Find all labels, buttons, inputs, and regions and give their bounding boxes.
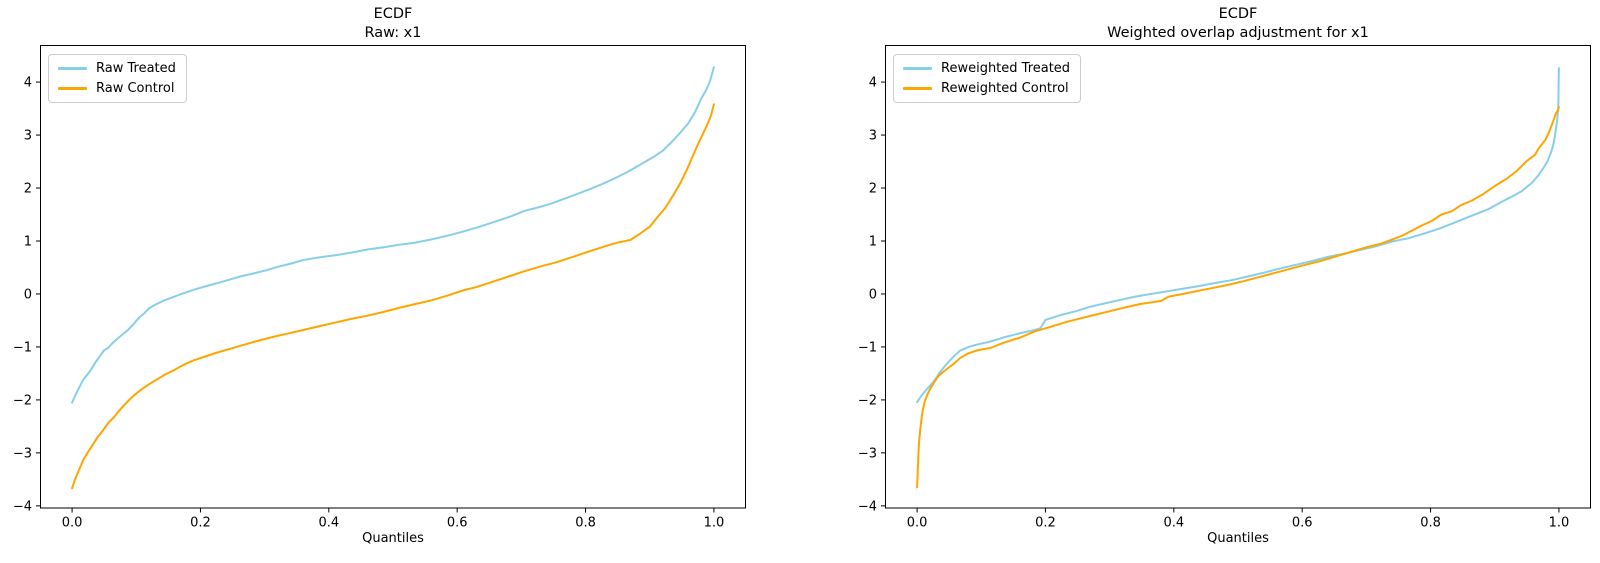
x-tick-label: 0.0	[907, 515, 928, 530]
plot-title-weighted-line1: ECDF	[1218, 6, 1258, 22]
y-tick-label: 2	[869, 182, 877, 197]
y-tick-label: −2	[13, 393, 32, 408]
x-axis-label-raw: Quantiles	[362, 531, 424, 546]
y-tick-label: 3	[869, 129, 877, 144]
legend-line-sample-reweighted-treated	[903, 67, 932, 70]
y-tick-label: 0	[24, 288, 32, 303]
y-tick-label: 3	[24, 129, 32, 144]
legend-label-reweighted-treated: Reweighted Treated	[941, 61, 1071, 76]
x-tick-label: 0.8	[1420, 515, 1441, 530]
y-tick-label: 4	[24, 76, 32, 91]
y-tick-label: 4	[869, 76, 877, 91]
x-axis-label-weighted: Quantiles	[1207, 531, 1269, 546]
y-tick-label: −4	[13, 499, 32, 514]
legend-item-raw-control: Raw Control	[58, 81, 176, 96]
plot-title-raw-line2: Raw: x1	[364, 24, 422, 41]
y-tick-label: −2	[858, 393, 877, 408]
y-tick-label: −4	[858, 499, 877, 514]
y-tick-label: −3	[858, 446, 877, 461]
x-tick-label: 0.2	[1035, 515, 1056, 530]
legend-weighted: Reweighted Treated Reweighted Control	[893, 54, 1082, 103]
series-line-raw-control	[71, 103, 715, 490]
legend-item-reweighted-treated: Reweighted Treated	[903, 61, 1070, 76]
legend-raw: Raw Treated Raw Control	[48, 54, 187, 103]
y-tick-label: −1	[13, 340, 32, 355]
x-tick-label: 1.0	[704, 515, 725, 530]
x-tick-label: 0.6	[447, 515, 468, 530]
x-tick-label: 0.8	[575, 515, 596, 530]
axes-frame	[40, 45, 746, 509]
y-tick-label: −3	[13, 446, 32, 461]
x-tick-label: 0.0	[62, 515, 83, 530]
legend-item-raw-treated: Raw Treated	[58, 61, 176, 76]
x-tick-label: 0.4	[318, 515, 339, 530]
x-tick-label: 1.0	[1549, 515, 1570, 530]
y-tick-label: 2	[24, 182, 32, 197]
plot-title-raw: ECDF Raw: x1	[40, 5, 746, 42]
axes-frame	[885, 45, 1591, 509]
legend-label-raw-treated: Raw Treated	[96, 61, 176, 76]
legend-line-sample-raw-treated	[58, 67, 87, 70]
x-tick-label: 0.4	[1163, 515, 1184, 530]
x-tick-label: 0.6	[1292, 515, 1313, 530]
series-line-reweighted-treated	[916, 67, 1560, 404]
legend-item-reweighted-control: Reweighted Control	[903, 81, 1070, 96]
legend-line-sample-reweighted-control	[903, 87, 932, 90]
plot-title-weighted-line2: Weighted overlap adjustment for x1	[1107, 24, 1369, 41]
series-line-reweighted-control	[916, 105, 1560, 489]
legend-line-sample-raw-control	[58, 87, 87, 90]
y-tick-label: 1	[24, 235, 32, 250]
y-tick-label: −1	[858, 340, 877, 355]
legend-label-reweighted-control: Reweighted Control	[941, 81, 1069, 96]
y-tick-label: 1	[869, 235, 877, 250]
legend-label-raw-control: Raw Control	[96, 81, 175, 96]
plot-title-raw-line1: ECDF	[373, 6, 413, 22]
series-line-raw-treated	[71, 66, 715, 404]
y-tick-label: 0	[869, 288, 877, 303]
plot-title-weighted: ECDF Weighted overlap adjustment for x1	[885, 5, 1591, 42]
x-tick-label: 0.2	[190, 515, 211, 530]
